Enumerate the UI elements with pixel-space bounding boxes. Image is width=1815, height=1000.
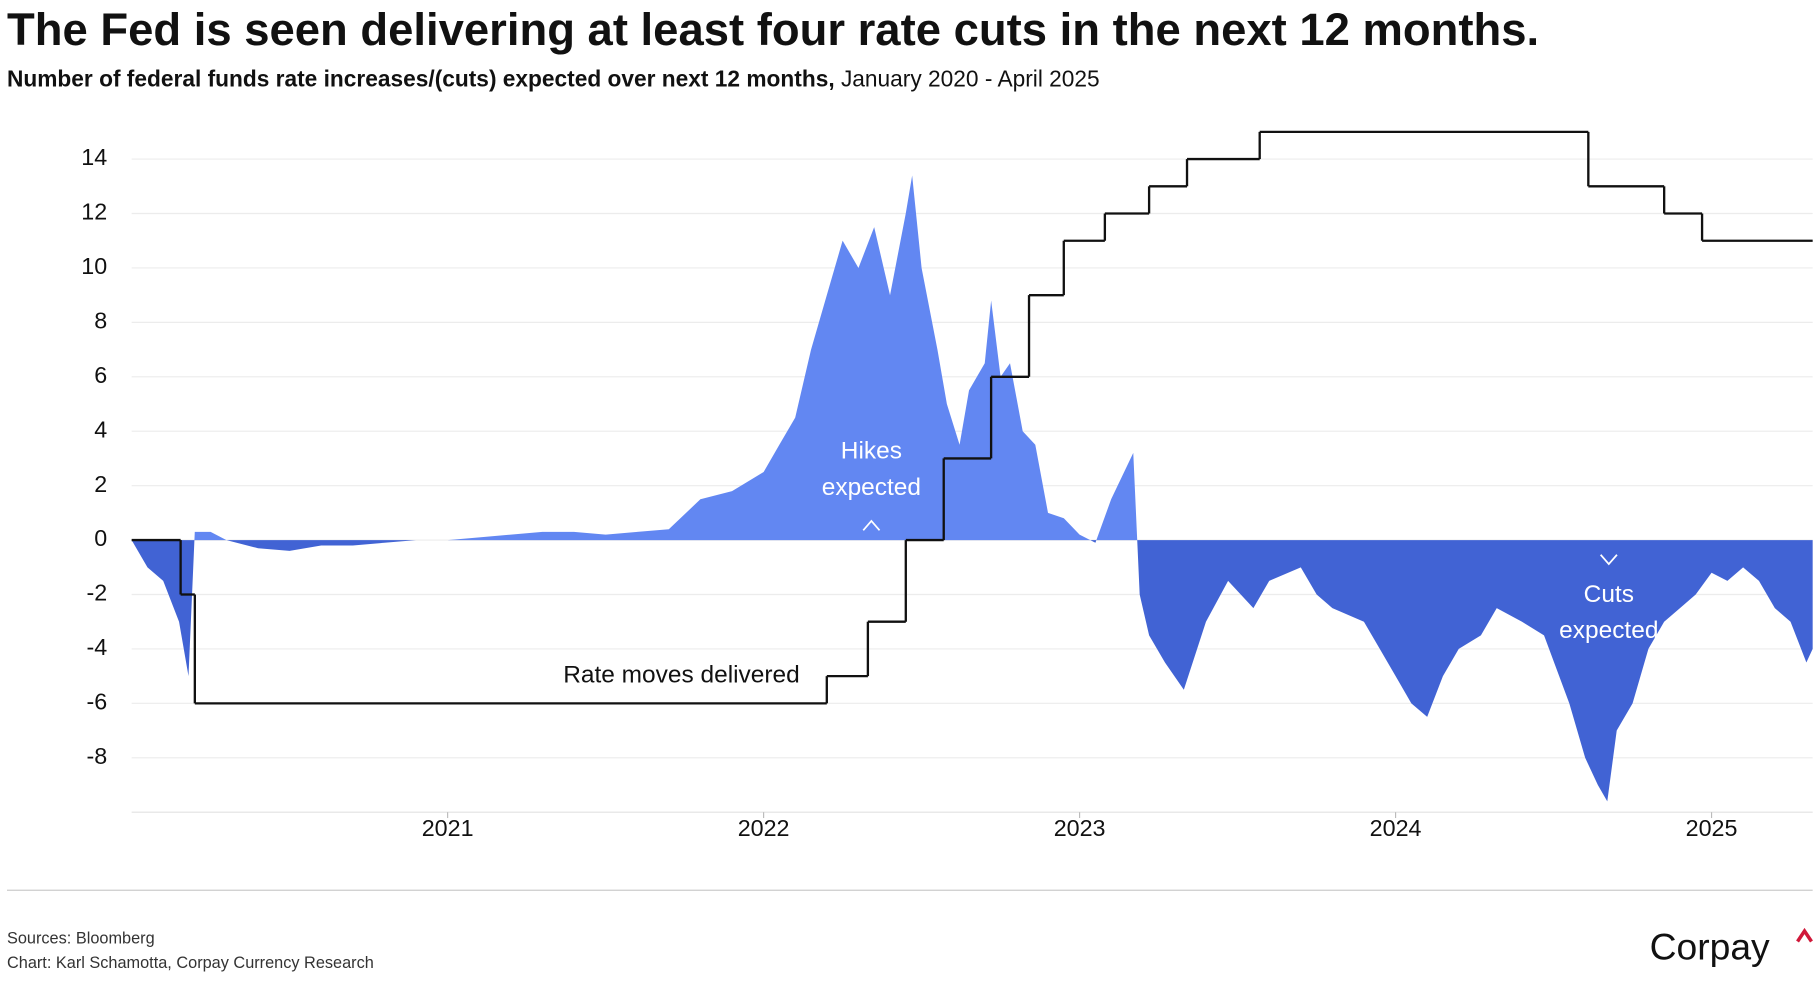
x-tick-label: 2023 [1054,815,1106,841]
y-tick-label: 0 [94,525,107,551]
y-tick-label: -4 [86,634,107,660]
expected-moves-area [131,175,1813,802]
plot: Hikes expected Cuts expected Rate moves deli… [131,130,1813,802]
y-tick-label: 14 [81,144,107,170]
sources: Sources: Bloomberg [7,930,155,948]
y-tick-label: 8 [94,308,107,334]
annotation: expected [1559,617,1658,644]
y-tick-label: 10 [81,253,107,279]
x-tick-label: 2022 [738,815,790,841]
y-tick-label: 4 [94,416,107,442]
y-tick-label: 2 [94,471,107,497]
logo-caret [1796,927,1813,943]
x-tick-label: 2024 [1370,815,1422,841]
y-tick-label: -8 [86,743,107,769]
annotation-caret [1599,554,1618,566]
y-tick-label: 12 [81,199,107,225]
subtitle: Number of federal funds rate increases/(… [7,66,835,92]
annotation: Rate moves delivered [563,661,800,688]
y-tick-label: -6 [86,689,107,715]
annotation: expected [822,474,921,501]
x-tick-label: 2025 [1686,815,1738,841]
annotation-caret [862,519,881,531]
chart-title: The Fed is seen delivering at least four… [7,4,1539,55]
logo: Corpay [1650,926,1770,968]
x-tick-label: 2021 [422,815,474,841]
annotation: Cuts [1584,581,1634,608]
date-range: January 2020 - April 2025 [841,66,1100,92]
y-tick-label: 6 [94,362,107,388]
annotation: Hikes [841,438,902,465]
credit: Chart: Karl Schamotta, Corpay Currency R… [7,954,374,972]
y-tick-label: -2 [86,580,107,606]
chart-subtitle: Number of federal funds rate increases/(… [7,66,1100,92]
